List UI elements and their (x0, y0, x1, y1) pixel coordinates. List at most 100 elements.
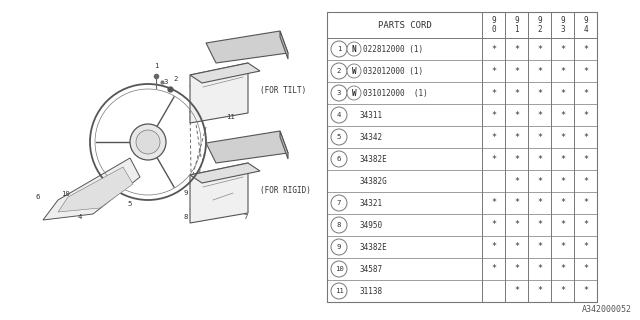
Circle shape (331, 239, 347, 255)
Polygon shape (43, 158, 140, 220)
Text: *: * (514, 286, 519, 295)
Circle shape (331, 217, 347, 233)
Text: 9
1: 9 1 (514, 16, 519, 34)
Polygon shape (280, 131, 288, 159)
Text: 4: 4 (78, 214, 82, 220)
Text: *: * (537, 155, 542, 164)
Text: *: * (560, 286, 565, 295)
Polygon shape (190, 63, 248, 123)
Text: *: * (514, 155, 519, 164)
Text: *: * (583, 132, 588, 141)
Text: 31138: 31138 (359, 286, 382, 295)
Text: (FOR TILT): (FOR TILT) (260, 85, 307, 94)
Text: *: * (491, 198, 496, 207)
Text: 9
2: 9 2 (537, 16, 542, 34)
Text: 2: 2 (337, 68, 341, 74)
Text: 7: 7 (244, 214, 248, 220)
Text: *: * (491, 265, 496, 274)
Text: 8: 8 (184, 214, 188, 220)
Text: 9: 9 (337, 244, 341, 250)
Circle shape (136, 130, 160, 154)
Text: *: * (514, 265, 519, 274)
Text: 032012000 (1): 032012000 (1) (363, 67, 423, 76)
Text: *: * (560, 110, 565, 119)
Text: 5: 5 (128, 201, 132, 207)
Circle shape (331, 283, 347, 299)
Text: *: * (537, 89, 542, 98)
Polygon shape (206, 31, 288, 63)
Circle shape (331, 195, 347, 211)
Text: *: * (560, 44, 565, 53)
Polygon shape (206, 131, 288, 163)
Circle shape (331, 63, 347, 79)
Polygon shape (190, 163, 260, 183)
Text: W: W (352, 89, 356, 98)
Text: *: * (560, 243, 565, 252)
Text: 34311: 34311 (359, 110, 382, 119)
Text: 10: 10 (335, 266, 344, 272)
Polygon shape (280, 31, 288, 59)
Polygon shape (58, 167, 133, 212)
Text: *: * (537, 110, 542, 119)
Text: *: * (514, 110, 519, 119)
Bar (327, 12, 597, 302)
Text: *: * (537, 132, 542, 141)
Text: *: * (583, 265, 588, 274)
Text: 8: 8 (337, 222, 341, 228)
Text: *: * (560, 265, 565, 274)
Text: 34382E: 34382E (359, 155, 387, 164)
Text: *: * (514, 243, 519, 252)
Text: *: * (583, 67, 588, 76)
Circle shape (130, 124, 166, 160)
Text: N: N (352, 44, 356, 53)
Text: *: * (537, 44, 542, 53)
Text: *: * (560, 132, 565, 141)
Text: 9: 9 (184, 190, 188, 196)
Text: 34587: 34587 (359, 265, 382, 274)
Text: *: * (560, 220, 565, 229)
Text: 34382G: 34382G (359, 177, 387, 186)
Text: *: * (583, 89, 588, 98)
Text: *: * (560, 89, 565, 98)
Text: *: * (583, 177, 588, 186)
Text: *: * (514, 44, 519, 53)
Circle shape (347, 42, 361, 56)
Text: *: * (514, 67, 519, 76)
Polygon shape (190, 163, 248, 223)
Text: *: * (537, 177, 542, 186)
Circle shape (331, 261, 347, 277)
Text: *: * (537, 198, 542, 207)
Text: 3: 3 (337, 90, 341, 96)
Text: 2: 2 (174, 76, 178, 82)
Text: 9
3: 9 3 (560, 16, 565, 34)
Text: *: * (537, 243, 542, 252)
Text: 9
4: 9 4 (583, 16, 588, 34)
Text: 11: 11 (335, 288, 344, 294)
Text: *: * (583, 110, 588, 119)
Text: *: * (514, 177, 519, 186)
Text: 34950: 34950 (359, 220, 382, 229)
Text: 11: 11 (226, 114, 234, 120)
Text: 031012000  (1): 031012000 (1) (363, 89, 428, 98)
Text: 6: 6 (337, 156, 341, 162)
Circle shape (347, 86, 361, 100)
Text: *: * (514, 132, 519, 141)
Text: *: * (514, 220, 519, 229)
Text: *: * (491, 67, 496, 76)
Text: 34382E: 34382E (359, 243, 387, 252)
Text: 10: 10 (61, 191, 69, 197)
Text: *: * (560, 67, 565, 76)
Text: *: * (560, 177, 565, 186)
Text: 4: 4 (337, 112, 341, 118)
Text: *: * (514, 89, 519, 98)
Text: *: * (491, 155, 496, 164)
Text: *: * (491, 220, 496, 229)
Text: *: * (537, 286, 542, 295)
Text: *: * (537, 265, 542, 274)
Text: *: * (491, 89, 496, 98)
Text: 1: 1 (337, 46, 341, 52)
Text: *: * (583, 155, 588, 164)
Text: *: * (583, 198, 588, 207)
Text: *: * (583, 243, 588, 252)
Text: *: * (537, 67, 542, 76)
